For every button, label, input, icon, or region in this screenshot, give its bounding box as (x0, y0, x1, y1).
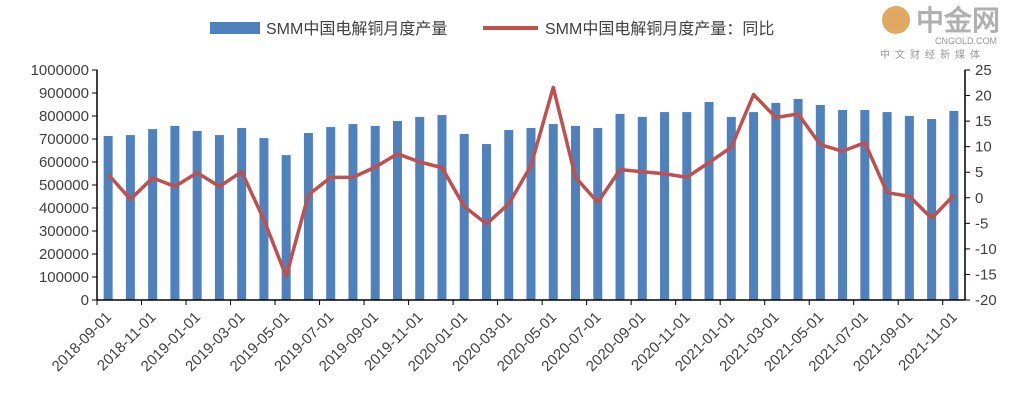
right-tick-label: -15 (975, 266, 997, 283)
right-tick-label: 15 (975, 113, 992, 130)
left-tick-label: 0 (81, 292, 89, 309)
legend-bar-swatch (210, 22, 260, 34)
left-tick-label: 700000 (39, 131, 89, 148)
bar-2019-05-01 (282, 155, 291, 300)
bar-2021-10-01 (927, 119, 936, 300)
bar-2021-11-01 (949, 111, 958, 300)
right-tick-label: 10 (975, 139, 992, 156)
bar-2019-12-01 (437, 115, 446, 300)
bar-2021-02-01 (749, 112, 758, 300)
bar-2021-06-01 (838, 110, 847, 300)
legend: SMM中国电解铜月度产量 SMM中国电解铜月度产量：同比 (210, 20, 774, 38)
right-tick-label: 5 (975, 164, 983, 181)
legend-bar-label: SMM中国电解铜月度产量 (266, 20, 447, 38)
watermark-logo-icon (882, 6, 910, 34)
bar-2019-03-01 (237, 128, 246, 300)
bar-2020-08-01 (616, 114, 625, 300)
bar-2020-01-01 (460, 134, 469, 300)
left-tick-label: 200000 (39, 246, 89, 263)
bar-2021-08-01 (883, 112, 892, 300)
bar-2021-05-01 (816, 105, 825, 300)
left-tick-label: 300000 (39, 223, 89, 240)
bar-2019-11-01 (415, 117, 424, 300)
right-tick-label: 25 (975, 62, 992, 79)
left-tick-label: 800000 (39, 108, 89, 125)
left-tick-label: 1000000 (31, 62, 89, 79)
bar-2020-03-01 (504, 130, 513, 300)
bar-2020-11-01 (682, 112, 691, 300)
bar-2020-09-01 (638, 117, 647, 300)
left-tick-label: 900000 (39, 85, 89, 102)
bar-2020-10-01 (660, 112, 669, 300)
watermark-site: CNGOLD.COM (935, 36, 997, 46)
bar-2021-09-01 (905, 116, 914, 300)
bar-2021-03-01 (771, 103, 780, 300)
left-tick-label: 500000 (39, 177, 89, 194)
watermark: 中金网 CNGOLD.COM 中文财经新媒体 (880, 4, 1000, 61)
left-tick-label: 400000 (39, 200, 89, 217)
bar-2019-09-01 (371, 126, 380, 300)
watermark-logo: 中金网 (916, 4, 1000, 36)
bar-2020-07-01 (593, 128, 602, 300)
bar-2019-10-01 (393, 121, 402, 300)
bar-2020-05-01 (549, 124, 558, 300)
bar-2018-12-01 (170, 126, 179, 300)
right-tick-label: -5 (975, 215, 988, 232)
bar-2021-04-01 (794, 99, 803, 300)
right-tick-label: -20 (975, 292, 997, 309)
watermark-tagline: 中文财经新媒体 (880, 48, 985, 61)
bar-2020-06-01 (571, 126, 580, 300)
bar-2021-07-01 (860, 110, 869, 300)
left-tick-label: 100000 (39, 269, 89, 286)
bar-2018-11-01 (148, 129, 157, 300)
bar-2018-10-01 (126, 135, 135, 300)
bar-2019-01-01 (193, 131, 202, 300)
bar-2019-02-01 (215, 135, 224, 300)
right-tick-label: 20 (975, 88, 992, 105)
legend-line-label: SMM中国电解铜月度产量：同比 (545, 20, 774, 38)
right-tick-label: 0 (975, 190, 983, 207)
bar-2019-06-01 (304, 133, 313, 300)
right-tick-label: -10 (975, 241, 997, 258)
bar-2020-12-01 (705, 102, 714, 300)
bar-2018-09-01 (104, 136, 113, 300)
left-tick-label: 600000 (39, 154, 89, 171)
bar-2019-07-01 (326, 127, 335, 300)
bar-2019-08-01 (348, 124, 357, 300)
